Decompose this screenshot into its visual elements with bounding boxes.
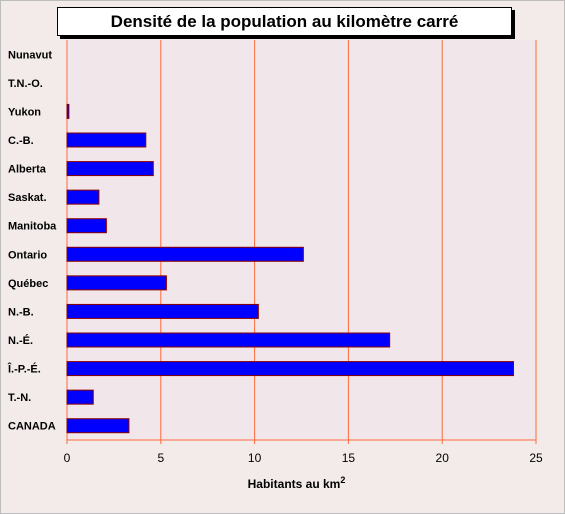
x-tick-label-15: 15 [342, 451, 356, 465]
chart-title: Densité de la population au kilomètre ca… [57, 7, 512, 36]
category-label-0: Nunavut [8, 49, 52, 61]
x-tick-label-5: 5 [157, 451, 164, 465]
bar-3 [66, 132, 147, 148]
x-axis-title: Habitants au km2 [248, 475, 346, 491]
bar-11 [66, 361, 514, 377]
category-label-2: Yukon [8, 106, 41, 118]
bar-9 [66, 303, 259, 319]
category-label-11: Î.-P.-É. [7, 363, 41, 376]
bar-10 [66, 332, 391, 348]
category-label-1: T.N.-O. [8, 78, 43, 90]
bar-2 [66, 103, 70, 119]
category-label-7: Ontario [8, 249, 47, 261]
bar-4 [66, 161, 154, 177]
bar-8 [66, 275, 167, 291]
x-tick-label-0: 0 [64, 451, 71, 465]
category-label-9: N.-B. [8, 306, 34, 318]
category-label-13: CANADA [8, 421, 56, 433]
category-label-6: Manitoba [8, 221, 57, 233]
x-tick-label-25: 25 [529, 451, 543, 465]
category-label-4: Alberta [8, 164, 47, 176]
plot-area [67, 40, 536, 440]
category-label-10: N.-É. [8, 334, 33, 347]
category-label-5: Saskat. [8, 192, 47, 204]
category-label-8: Québec [8, 278, 48, 290]
category-label-3: C.-B. [8, 135, 34, 147]
bar-6 [66, 218, 107, 234]
category-label-12: T.-N. [8, 392, 31, 404]
bar-12 [66, 389, 94, 405]
bar-5 [66, 189, 100, 205]
x-tick-label-10: 10 [248, 451, 262, 465]
bar-7 [66, 246, 304, 262]
x-tick-label-20: 20 [436, 451, 450, 465]
bar-13 [66, 418, 130, 434]
